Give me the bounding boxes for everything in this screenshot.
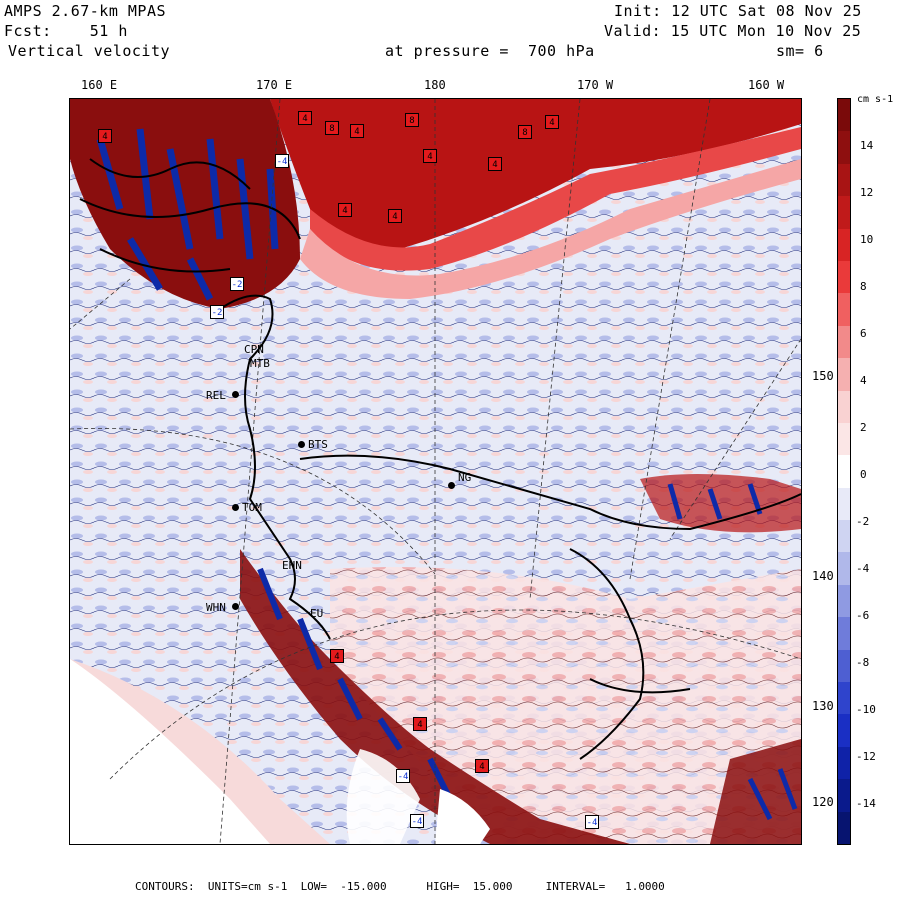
colorbar-segment: [838, 293, 850, 327]
colorbar-tick: -12: [856, 750, 876, 763]
colorbar-tick: -14: [856, 797, 876, 810]
colorbar-segment: [838, 99, 850, 132]
contour-marker: -2: [230, 277, 244, 291]
colorbar-tick: 10: [860, 233, 874, 246]
contour-marker: 4: [350, 124, 364, 138]
colorbar-tick: 2: [860, 421, 867, 434]
colorbar-segment: [838, 487, 850, 521]
colorbar-segment: [838, 228, 850, 262]
station-dot: [232, 391, 239, 398]
colorbar-tick: 12: [860, 186, 874, 199]
contour-marker: 8: [325, 121, 339, 135]
colorbar-tick: 8: [860, 280, 867, 293]
colorbar-segment: [838, 163, 850, 197]
station-label: MTB: [250, 357, 270, 370]
station-label: TOM: [242, 501, 262, 514]
valid-time: Valid: 15 UTC Mon 10 Nov 25: [604, 22, 862, 40]
colorbar-tick: -8: [856, 656, 870, 669]
colorbar-segment: [838, 325, 850, 359]
station-label: BTS: [308, 438, 328, 451]
colorbar-segment: [838, 520, 850, 553]
station-dot: [232, 603, 239, 610]
init-time: Init: 12 UTC Sat 08 Nov 25: [614, 2, 862, 20]
contour-marker: 4: [388, 209, 402, 223]
station-label: CPN: [244, 343, 264, 356]
lon-label-180: 180: [424, 78, 446, 92]
station-label: REL: [206, 389, 226, 402]
colorbar-segment: [838, 811, 850, 845]
colorbar-segment: [838, 746, 850, 780]
contour-marker: 4: [545, 115, 559, 129]
colorbar-segment: [838, 649, 850, 683]
contour-marker: 8: [518, 125, 532, 139]
contour-marker: 4: [338, 203, 352, 217]
station-label: EU: [310, 607, 324, 620]
colorbar-segment: [838, 779, 850, 813]
lon-label-160w: 160 W: [748, 78, 785, 92]
colorbar-tick: -2: [856, 515, 870, 528]
contour-marker: 8: [405, 113, 419, 127]
lon-label-170e: 170 E: [256, 78, 293, 92]
station-label: WHN: [206, 601, 226, 614]
colorbar-segment: [838, 714, 850, 748]
contour-marker: -4: [275, 154, 289, 168]
contour-marker: 4: [475, 759, 489, 773]
colorbar-segment: [838, 584, 850, 618]
contour-marker: -4: [396, 769, 410, 783]
colorbar-segment: [838, 358, 850, 392]
model-title: AMPS 2.67-km MPAS: [4, 2, 167, 20]
contour-info: CONTOURS: UNITS=cm s-1 LOW= -15.000 HIGH…: [135, 880, 665, 893]
colorbar-segment: [838, 422, 850, 456]
contour-marker: 4: [488, 157, 502, 171]
contour-marker: 4: [413, 717, 427, 731]
contour-marker: -2: [210, 305, 224, 319]
vertical-velocity-field: [70, 99, 801, 844]
colorbar-segment: [838, 455, 850, 489]
colorbar-segment: [838, 682, 850, 715]
colorbar-tick: 14: [860, 139, 874, 152]
colorbar-tick: -4: [856, 562, 870, 575]
colorbar-tick: -10: [856, 703, 876, 716]
colorbar: [837, 98, 851, 845]
colorbar-segment: [838, 390, 850, 424]
contour-marker: 4: [98, 129, 112, 143]
colorbar-tick: 0: [860, 468, 867, 481]
map-panel: CPN MTB REL BTS NG TOM EHN WHN EU 4 4 8 …: [69, 98, 802, 845]
station-dot: [298, 441, 305, 448]
colorbar-tick: 6: [860, 327, 867, 340]
colorbar-segment: [838, 196, 850, 230]
field-name: Vertical velocity: [8, 42, 171, 60]
colorbar-tick: -6: [856, 609, 870, 622]
colorbar-segment: [838, 131, 850, 165]
smoothing: sm= 6: [776, 42, 824, 60]
lon-label-170w: 170 W: [577, 78, 614, 92]
colorbar-tick: 4: [860, 374, 867, 387]
station-dot: [232, 504, 239, 511]
pressure-level: at pressure = 700 hPa: [385, 42, 595, 60]
contour-marker: -4: [585, 815, 599, 829]
colorbar-segment: [838, 552, 850, 586]
contour-marker: -4: [410, 814, 424, 828]
station-label: NG: [458, 471, 472, 484]
colorbar-units: cm s-1: [857, 94, 894, 105]
colorbar-segment: [838, 260, 850, 294]
forecast-hour: Fcst: 51 h: [4, 22, 128, 40]
lon-label-160e: 160 E: [81, 78, 118, 92]
contour-marker: 4: [423, 149, 437, 163]
colorbar-segment: [838, 617, 850, 651]
station-dot: [448, 482, 455, 489]
station-label: EHN: [282, 559, 302, 572]
contour-marker: 4: [298, 111, 312, 125]
contour-marker: 4: [330, 649, 344, 663]
